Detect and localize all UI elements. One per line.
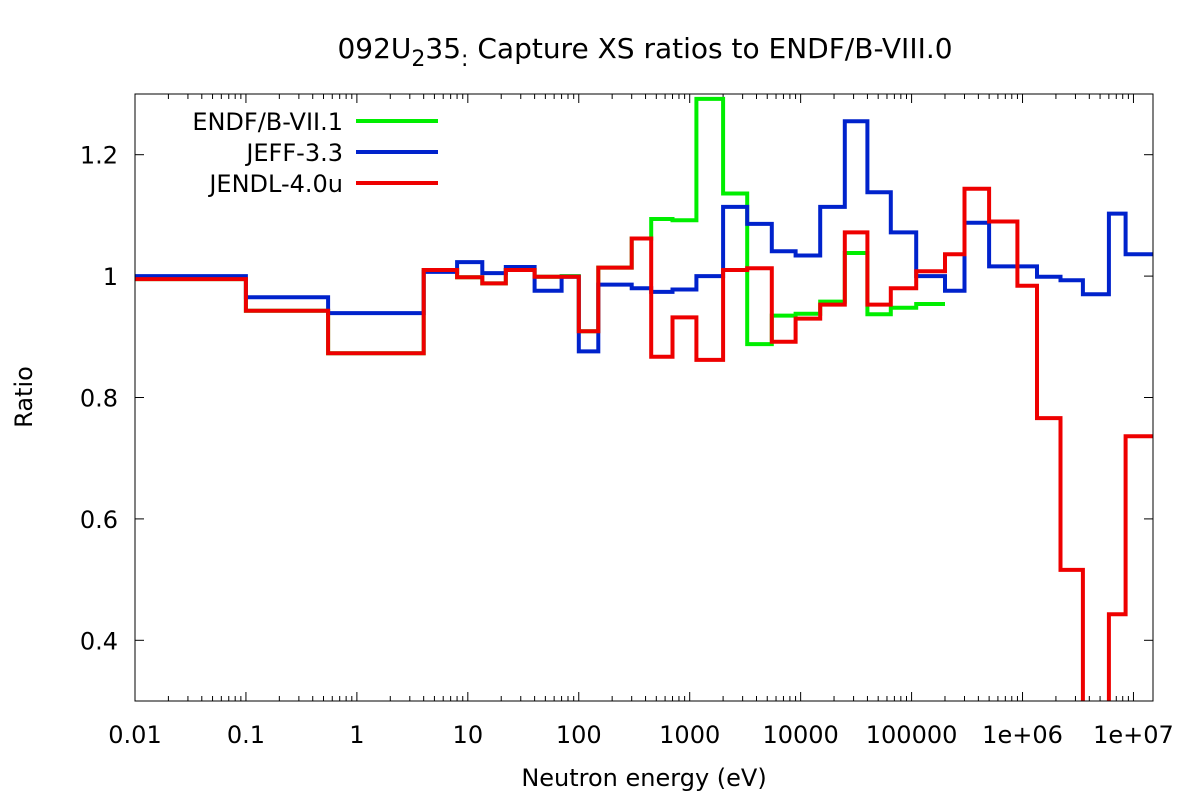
x-tick-label: 100000 bbox=[866, 721, 958, 749]
series-line-jendl-4-0u bbox=[135, 186, 1153, 701]
chart-title-part-1: 092U bbox=[337, 32, 411, 65]
x-tick-label: 10000 bbox=[762, 721, 838, 749]
legend-label-jendl-4-0u: JENDL-4.0u bbox=[207, 170, 343, 198]
plot-frame bbox=[134, 93, 1154, 702]
y-tick-label: 0.8 bbox=[80, 385, 118, 413]
legend-label-endf-b-vii-1: ENDF/B-VII.1 bbox=[192, 108, 343, 136]
chart-title-part-3: Capture XS ratios to ENDF/B-VIII.0 bbox=[468, 32, 952, 65]
series-line-endf-b-vii-1 bbox=[135, 96, 945, 356]
x-axis-title: Neutron energy (eV) bbox=[521, 764, 766, 792]
x-tick-label: 1 bbox=[349, 721, 364, 749]
x-tick-label: 1000 bbox=[659, 721, 720, 749]
y-tick-label: 0.6 bbox=[80, 506, 118, 534]
series-line-jeff-3-3 bbox=[135, 119, 1153, 354]
x-tick-label: 1e+06 bbox=[982, 721, 1063, 749]
x-tick-label: 0.1 bbox=[227, 721, 265, 749]
tick-labels: 0.01 0.1 1 10 100 1000 10000 100000 1e+06 1e+07 0.… bbox=[80, 142, 1174, 749]
chart-title-part-2: 35 bbox=[425, 32, 461, 65]
legend: ENDF/B-VII.1 JEFF-3.3 JENDL-4.0u bbox=[192, 108, 438, 198]
x-tick-label: 10 bbox=[453, 721, 484, 749]
tick-marks bbox=[134, 94, 1153, 701]
chart-title: 092U235: Capture XS ratios to ENDF/B-VII… bbox=[337, 32, 952, 72]
x-tick-label: 100 bbox=[556, 721, 602, 749]
y-axis-title: Ratio bbox=[10, 366, 38, 428]
chart-title-sub-2: : bbox=[461, 47, 468, 72]
chart-title-sub-1: 2 bbox=[411, 47, 425, 72]
y-tick-label: 0.4 bbox=[80, 627, 118, 655]
x-tick-label: 0.01 bbox=[108, 721, 161, 749]
y-tick-label: 1 bbox=[103, 263, 118, 291]
legend-label-jeff-3-3: JEFF-3.3 bbox=[244, 139, 343, 167]
series-lines bbox=[135, 96, 1153, 701]
y-tick-label: 1.2 bbox=[80, 142, 118, 170]
x-tick-label: 1e+07 bbox=[1093, 721, 1174, 749]
